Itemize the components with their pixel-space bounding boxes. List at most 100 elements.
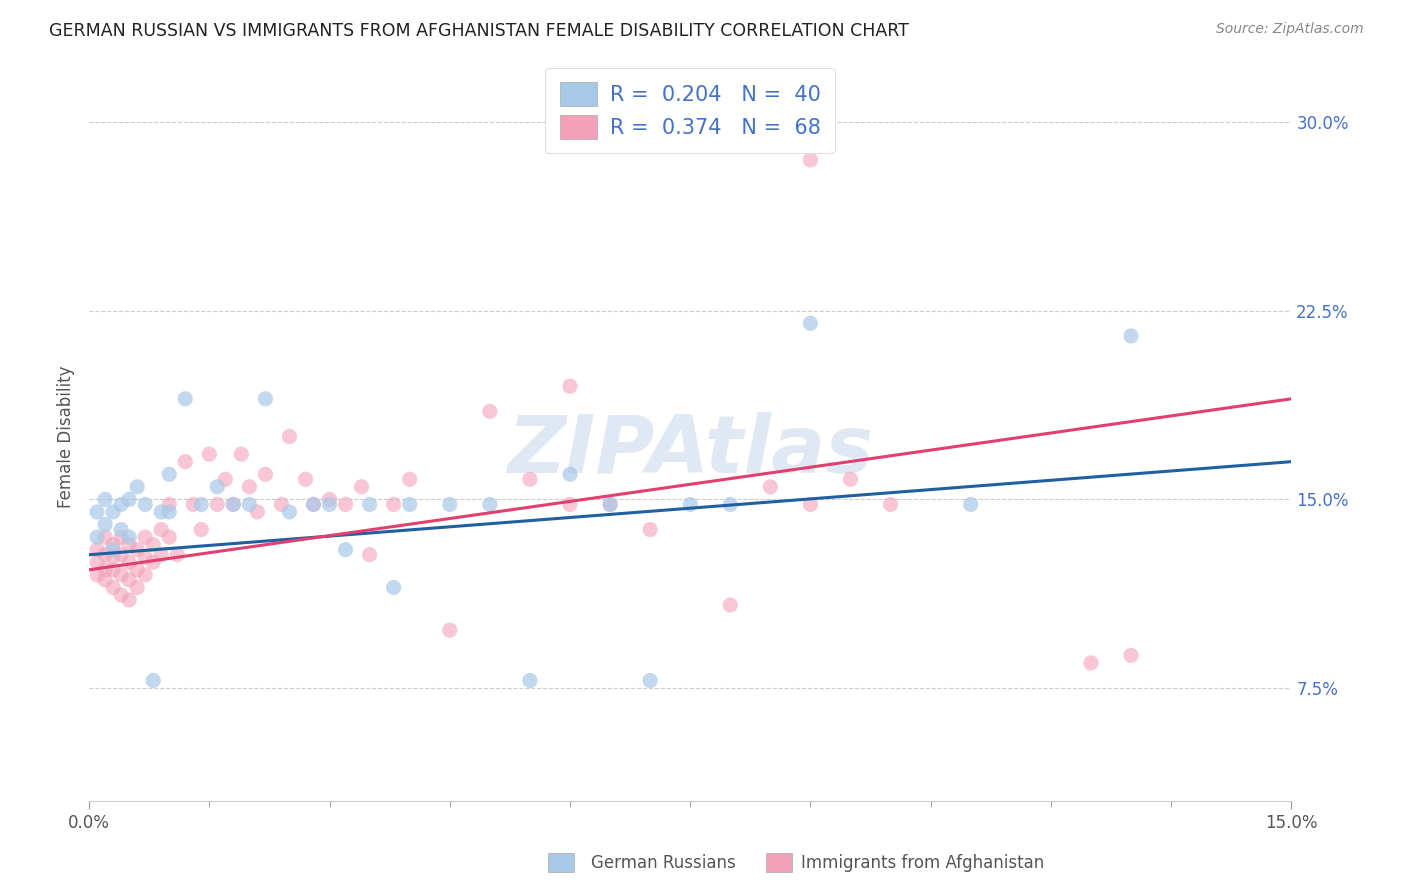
Point: [222, 498, 245, 512]
Legend: R =  0.204   N =  40, R =  0.374   N =  68: R = 0.204 N = 40, R = 0.374 N = 68: [546, 68, 835, 153]
Point: [382, 581, 405, 595]
Point: [222, 498, 245, 512]
Point: [270, 498, 292, 512]
Point: [478, 404, 501, 418]
Point: [190, 498, 212, 512]
Point: [110, 548, 132, 562]
Point: [382, 498, 405, 512]
Point: [157, 505, 180, 519]
Point: [759, 480, 782, 494]
Point: [86, 530, 108, 544]
Point: [359, 498, 381, 512]
Point: [118, 555, 141, 569]
Point: [959, 498, 981, 512]
Point: [879, 498, 901, 512]
Point: [1080, 656, 1102, 670]
Point: [118, 573, 141, 587]
Point: [294, 472, 316, 486]
Point: [558, 467, 581, 482]
Point: [254, 467, 277, 482]
Point: [94, 563, 117, 577]
Point: [335, 542, 357, 557]
Point: [101, 538, 124, 552]
Point: [839, 472, 862, 486]
Point: [94, 548, 117, 562]
Point: [157, 467, 180, 482]
Point: [599, 498, 621, 512]
Point: [118, 538, 141, 552]
Point: [110, 588, 132, 602]
Point: [799, 498, 821, 512]
Point: [359, 548, 381, 562]
Point: [86, 567, 108, 582]
Point: [398, 472, 420, 486]
Point: [150, 548, 173, 562]
Point: [278, 505, 301, 519]
Point: [278, 429, 301, 443]
Point: [198, 447, 221, 461]
Point: [439, 498, 461, 512]
Point: [94, 530, 117, 544]
Point: [231, 447, 253, 461]
Point: [127, 581, 149, 595]
Point: [101, 550, 124, 565]
Point: [519, 673, 541, 688]
Point: [166, 548, 188, 562]
Point: [799, 316, 821, 330]
Point: [439, 623, 461, 637]
Point: [335, 498, 357, 512]
Point: [318, 498, 340, 512]
Point: [207, 480, 229, 494]
Point: [150, 523, 173, 537]
Text: German Russians: German Russians: [591, 855, 735, 872]
Point: [110, 498, 132, 512]
Point: [118, 492, 141, 507]
Point: [101, 505, 124, 519]
Point: [318, 492, 340, 507]
Point: [207, 498, 229, 512]
Point: [157, 498, 180, 512]
Point: [238, 480, 260, 494]
Point: [86, 505, 108, 519]
Point: [118, 593, 141, 607]
Point: [174, 392, 197, 406]
Point: [101, 581, 124, 595]
Point: [142, 555, 165, 569]
Point: [181, 498, 204, 512]
Point: [599, 498, 621, 512]
Point: [134, 550, 156, 565]
Point: [86, 555, 108, 569]
Point: [127, 563, 149, 577]
Point: [86, 542, 108, 557]
Point: [679, 498, 702, 512]
Point: [110, 567, 132, 582]
Y-axis label: Female Disability: Female Disability: [58, 365, 75, 508]
Point: [246, 505, 269, 519]
Point: [350, 480, 373, 494]
Point: [94, 492, 117, 507]
Point: [142, 673, 165, 688]
Text: Source: ZipAtlas.com: Source: ZipAtlas.com: [1216, 22, 1364, 37]
Point: [302, 498, 325, 512]
Point: [118, 530, 141, 544]
Point: [142, 538, 165, 552]
Point: [638, 673, 661, 688]
Point: [150, 505, 173, 519]
Point: [558, 498, 581, 512]
Point: [134, 498, 156, 512]
Point: [558, 379, 581, 393]
Point: [1119, 648, 1142, 663]
Point: [134, 530, 156, 544]
Point: [302, 498, 325, 512]
Point: [101, 542, 124, 557]
Text: Immigrants from Afghanistan: Immigrants from Afghanistan: [801, 855, 1045, 872]
Point: [157, 530, 180, 544]
Point: [398, 498, 420, 512]
Point: [110, 523, 132, 537]
Text: ZIPAtlas: ZIPAtlas: [508, 412, 873, 490]
Point: [718, 598, 741, 612]
Point: [799, 153, 821, 167]
Point: [478, 498, 501, 512]
Point: [127, 480, 149, 494]
Point: [238, 498, 260, 512]
